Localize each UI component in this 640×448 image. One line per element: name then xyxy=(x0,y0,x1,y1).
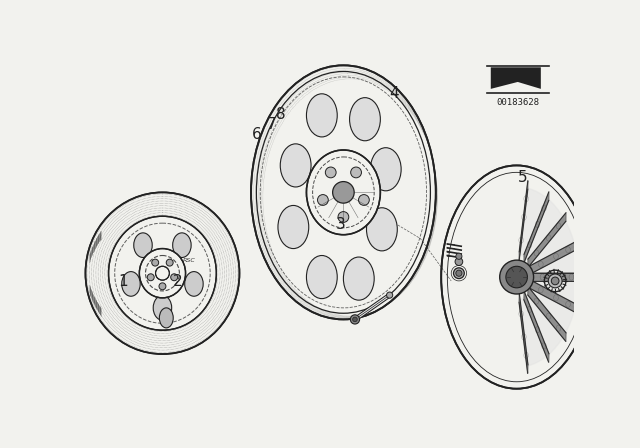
Circle shape xyxy=(506,266,527,288)
Ellipse shape xyxy=(86,192,239,354)
Ellipse shape xyxy=(278,206,308,249)
Polygon shape xyxy=(525,292,564,355)
Ellipse shape xyxy=(307,94,337,137)
Ellipse shape xyxy=(140,249,186,298)
Circle shape xyxy=(166,259,173,266)
Polygon shape xyxy=(525,199,564,262)
Ellipse shape xyxy=(344,257,374,300)
Ellipse shape xyxy=(251,65,436,319)
Text: 5: 5 xyxy=(518,170,527,185)
Ellipse shape xyxy=(349,98,380,141)
Polygon shape xyxy=(524,291,549,362)
Circle shape xyxy=(351,167,362,178)
Circle shape xyxy=(333,181,354,203)
Polygon shape xyxy=(531,280,577,313)
Ellipse shape xyxy=(307,150,380,235)
Polygon shape xyxy=(529,285,575,335)
Circle shape xyxy=(152,259,159,266)
Text: 6: 6 xyxy=(252,127,261,142)
Ellipse shape xyxy=(153,296,172,320)
Polygon shape xyxy=(519,294,528,373)
Ellipse shape xyxy=(307,255,337,299)
Circle shape xyxy=(456,253,462,259)
Polygon shape xyxy=(491,67,541,89)
Text: 4: 4 xyxy=(390,86,399,101)
Circle shape xyxy=(387,292,393,298)
Ellipse shape xyxy=(185,271,203,296)
Text: 7: 7 xyxy=(266,117,276,132)
Circle shape xyxy=(551,277,559,285)
Ellipse shape xyxy=(280,144,311,187)
Text: RSC: RSC xyxy=(183,258,196,263)
Circle shape xyxy=(358,194,369,205)
Circle shape xyxy=(548,274,562,288)
Polygon shape xyxy=(520,188,548,257)
Ellipse shape xyxy=(122,271,140,296)
Ellipse shape xyxy=(134,233,152,258)
Text: 3: 3 xyxy=(335,217,345,232)
Circle shape xyxy=(325,167,336,178)
Polygon shape xyxy=(531,273,581,281)
Polygon shape xyxy=(532,277,579,308)
Polygon shape xyxy=(519,181,528,260)
Circle shape xyxy=(156,266,170,280)
Ellipse shape xyxy=(173,233,191,258)
Ellipse shape xyxy=(371,148,401,191)
Circle shape xyxy=(455,258,463,266)
Text: 8: 8 xyxy=(276,107,286,121)
Circle shape xyxy=(159,283,166,290)
Ellipse shape xyxy=(159,308,173,328)
Circle shape xyxy=(317,194,328,205)
Circle shape xyxy=(171,274,178,281)
Polygon shape xyxy=(524,192,549,263)
Polygon shape xyxy=(528,213,566,267)
Polygon shape xyxy=(531,241,577,274)
Circle shape xyxy=(338,211,349,222)
Polygon shape xyxy=(528,286,566,341)
Text: 2: 2 xyxy=(173,274,182,289)
Polygon shape xyxy=(532,246,579,277)
Ellipse shape xyxy=(441,165,592,389)
Polygon shape xyxy=(529,219,575,269)
Polygon shape xyxy=(520,297,548,366)
Ellipse shape xyxy=(367,208,397,251)
Text: 1: 1 xyxy=(118,274,128,289)
Circle shape xyxy=(500,260,534,294)
Circle shape xyxy=(353,317,357,322)
Circle shape xyxy=(454,268,464,279)
Circle shape xyxy=(147,274,154,281)
Circle shape xyxy=(456,270,462,276)
Text: 00183628: 00183628 xyxy=(496,98,540,107)
Ellipse shape xyxy=(109,216,216,330)
Circle shape xyxy=(350,315,360,324)
